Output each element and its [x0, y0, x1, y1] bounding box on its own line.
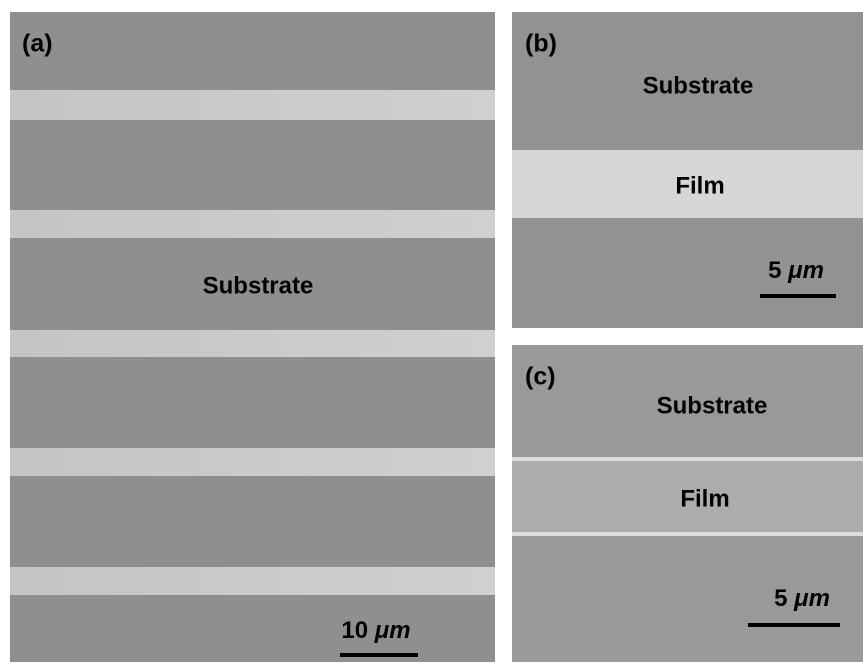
- panel-a: (a) Substrate 10 μm: [10, 12, 495, 662]
- panel-c: (c) Substrate Film 5 μm: [512, 345, 863, 662]
- scale-label: 5 μm: [774, 585, 830, 612]
- scale-label: 5 μm: [768, 257, 824, 284]
- scale-number: 10: [341, 617, 368, 644]
- film-stripe: [10, 567, 495, 595]
- panel-label: (b): [525, 30, 557, 58]
- panel-b: (b) Substrate Film 5 μm: [512, 12, 863, 328]
- scale-label: 10 μm: [341, 617, 410, 644]
- scale-bar: [748, 623, 840, 627]
- region-label: Substrate: [203, 272, 314, 299]
- scale-bar: [340, 653, 418, 657]
- scale-number: 5: [774, 585, 787, 612]
- film-stripe: [10, 90, 495, 120]
- scale-unit: μm: [793, 585, 830, 612]
- film-edge: [512, 532, 863, 536]
- region-label: Substrate: [643, 72, 754, 99]
- scale-bar: [760, 294, 836, 298]
- figure: (a) Substrate 10 μm (b) Substrate Film 5…: [0, 0, 863, 669]
- panel-label: (a): [22, 30, 53, 58]
- region-label: Film: [675, 172, 724, 199]
- region-label: Substrate: [657, 392, 768, 419]
- region-label: Film: [680, 485, 729, 512]
- film-edge: [512, 457, 863, 461]
- page: (a) Substrate 10 μm (b) Substrate Film 5…: [0, 0, 863, 669]
- film-stripe: [10, 210, 495, 238]
- film-stripe: [10, 330, 495, 357]
- scale-number: 5: [768, 257, 781, 284]
- panel-label: (c): [525, 363, 556, 391]
- scale-unit: μm: [374, 617, 411, 644]
- scale-unit: μm: [787, 257, 824, 284]
- film-stripe: [10, 448, 495, 476]
